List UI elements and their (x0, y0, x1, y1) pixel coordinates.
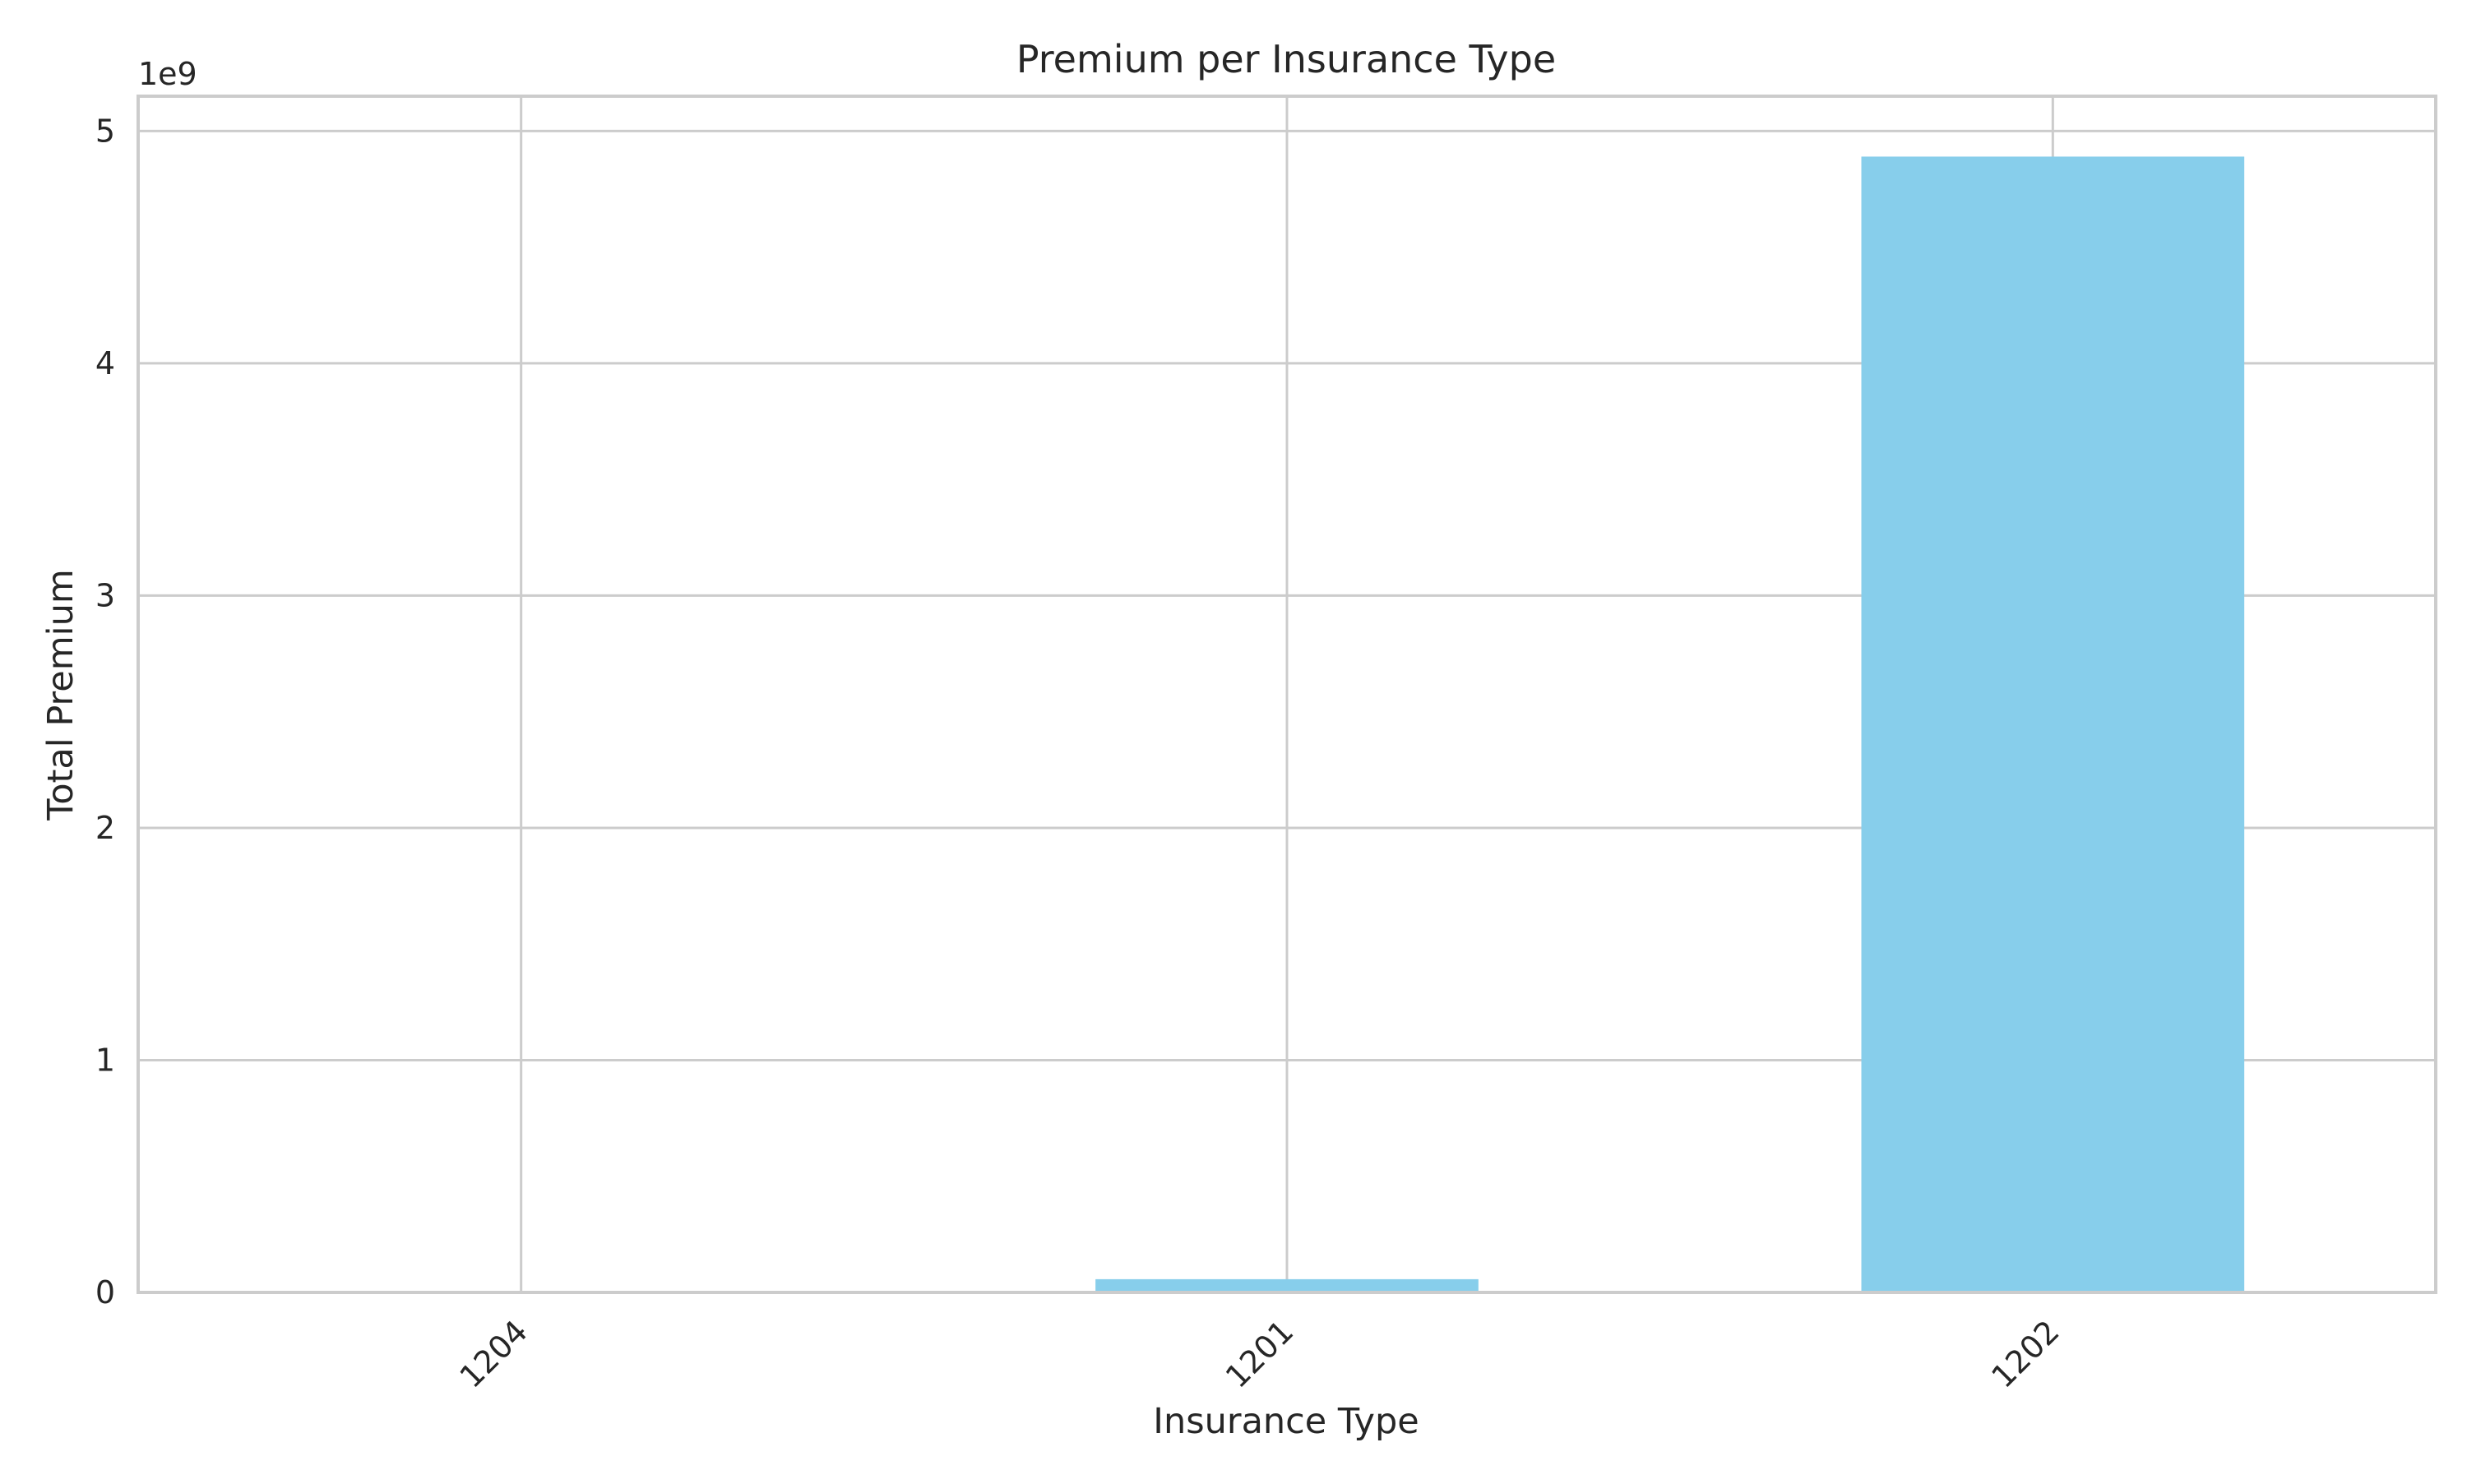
bar (1861, 156, 2245, 1293)
bar (1095, 1278, 1479, 1292)
y-tick-label: 3 (95, 577, 115, 613)
y-axis-offset-label: 1e9 (138, 56, 197, 92)
y-tick-label: 1 (95, 1042, 115, 1078)
y-axis-label: Total Premium (40, 569, 81, 821)
y-tick-label: 2 (95, 810, 115, 846)
plot-frame (137, 95, 2437, 1294)
bar-layer (1095, 156, 2245, 1293)
y-tick-label: 0 (95, 1274, 115, 1311)
y-tick-label: 4 (95, 345, 115, 381)
x-axis-label: Insurance Type (1153, 1401, 1419, 1442)
y-tick-label: 5 (95, 113, 115, 149)
chart-title: Premium per Insurance Type (1016, 37, 1556, 81)
